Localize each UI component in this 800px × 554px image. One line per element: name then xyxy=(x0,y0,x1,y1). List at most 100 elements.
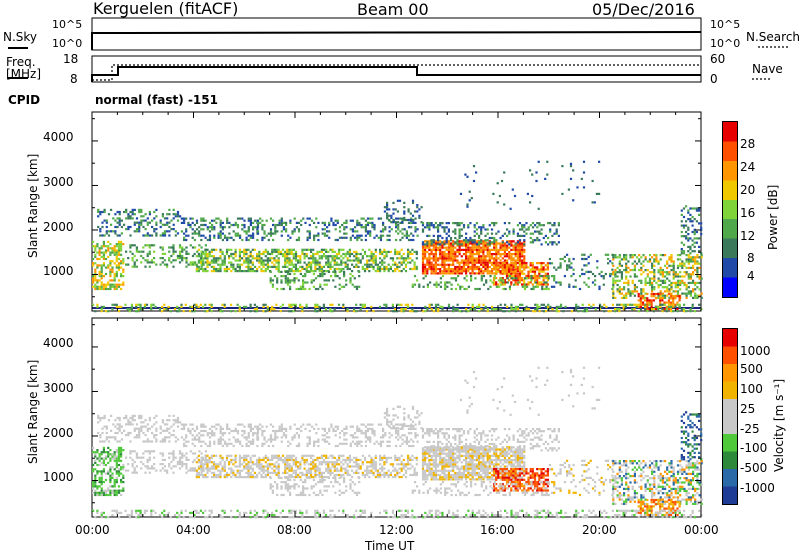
power-cell xyxy=(631,256,634,259)
velocity-cell xyxy=(208,432,212,435)
velocity-cell xyxy=(170,434,173,437)
power-cell xyxy=(312,255,315,258)
power-cell xyxy=(120,232,123,235)
power-cell xyxy=(458,265,461,269)
power-cell xyxy=(269,228,273,231)
power-cell xyxy=(396,199,399,202)
velocity-cell xyxy=(232,436,235,439)
power-cell xyxy=(325,270,328,273)
velocity-cell xyxy=(211,434,214,437)
power-cell xyxy=(468,190,471,193)
power-cell xyxy=(385,303,388,306)
power-cell xyxy=(100,251,103,254)
power-cell xyxy=(531,239,535,242)
power-cell xyxy=(130,305,133,308)
power-cell xyxy=(333,308,336,311)
power-cell xyxy=(434,263,437,266)
power-cell xyxy=(260,259,263,262)
velocity-cell xyxy=(241,444,244,448)
power-cell xyxy=(432,246,435,249)
velocity-cell xyxy=(117,470,121,473)
power-cell xyxy=(657,262,660,265)
power-cell xyxy=(355,259,358,262)
power-cell xyxy=(672,266,675,269)
power-cell xyxy=(637,310,640,313)
power-cell xyxy=(313,221,316,224)
power-cell xyxy=(399,217,402,220)
power-cell xyxy=(366,255,369,258)
power-cell xyxy=(559,257,562,261)
power-cell xyxy=(368,265,371,268)
power-cell xyxy=(437,246,440,249)
velocity-cell xyxy=(238,454,241,457)
power-cell xyxy=(648,281,652,284)
power-cell xyxy=(299,285,302,288)
power-cell xyxy=(618,256,621,259)
power-cell xyxy=(115,249,118,252)
power-cell xyxy=(178,261,182,264)
power-cell xyxy=(437,239,440,242)
power-cell xyxy=(475,261,478,264)
power-cell xyxy=(460,248,463,251)
power-cell xyxy=(418,285,421,288)
power-cell xyxy=(521,283,524,286)
power-cell xyxy=(335,252,339,256)
power-cell xyxy=(338,257,341,260)
velocity-cell xyxy=(107,493,110,497)
power-cell xyxy=(387,250,390,253)
power-cell xyxy=(403,206,406,209)
velocity-cell xyxy=(96,487,99,490)
power-cell xyxy=(400,257,403,260)
power-cell xyxy=(627,292,630,295)
power-cell xyxy=(110,208,113,211)
power-cell xyxy=(489,279,492,282)
velocity-cell xyxy=(103,440,106,443)
power-cell xyxy=(553,275,556,278)
power-cell xyxy=(325,279,328,282)
power-cell xyxy=(514,270,517,273)
power-cell xyxy=(493,253,496,256)
power-cell xyxy=(521,246,524,249)
power-cell xyxy=(497,283,500,286)
power-cell xyxy=(326,226,329,229)
velocity-cell xyxy=(187,458,190,461)
power-cell xyxy=(411,252,414,256)
power-cell xyxy=(545,281,548,284)
velocity-cell xyxy=(226,425,229,428)
power-cell xyxy=(651,271,654,274)
power-cell xyxy=(264,310,267,313)
power-cell xyxy=(518,248,522,251)
power-cell xyxy=(307,261,310,264)
power-cell xyxy=(194,246,197,249)
power-cell xyxy=(692,264,695,267)
power-cell xyxy=(329,248,332,251)
power-cell xyxy=(318,267,321,271)
power-cell xyxy=(103,208,106,211)
power-cell xyxy=(385,255,388,258)
power-cell xyxy=(538,270,541,273)
power-cell xyxy=(521,259,524,262)
power-cell xyxy=(395,238,398,242)
power-cell xyxy=(249,261,252,264)
power-cell xyxy=(467,241,470,244)
power-cell xyxy=(208,226,212,229)
power-cell xyxy=(674,271,677,274)
power-cell xyxy=(245,248,248,251)
power-cell xyxy=(193,238,196,242)
power-cell xyxy=(346,259,349,262)
velocity-cell xyxy=(245,454,248,457)
velocity-cell xyxy=(191,442,194,445)
power-cell xyxy=(426,222,429,225)
power-cell xyxy=(383,267,386,271)
power-cell xyxy=(460,222,463,225)
power-cell xyxy=(473,308,476,311)
power-cell xyxy=(514,262,517,265)
power-cell xyxy=(232,230,235,233)
power-cell xyxy=(503,270,506,273)
power-cell xyxy=(505,266,509,269)
power-cell xyxy=(363,250,367,253)
power-cell xyxy=(153,250,156,253)
velocity-cell xyxy=(178,450,182,453)
velocity-cell xyxy=(213,442,216,445)
power-cell xyxy=(500,283,503,286)
